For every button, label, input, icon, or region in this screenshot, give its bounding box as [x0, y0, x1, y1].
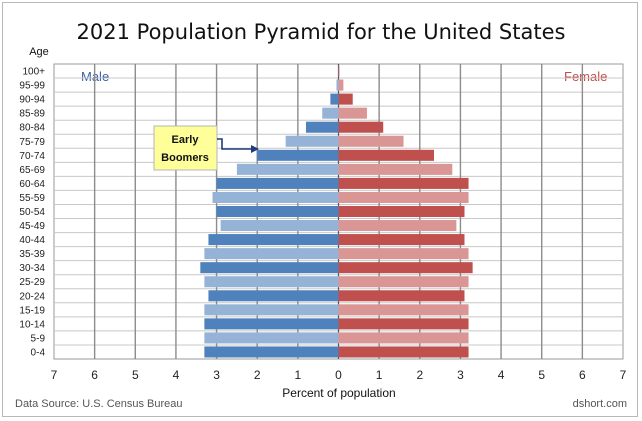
age-tick-label: 40-44 — [19, 235, 45, 246]
bar-female-25-29 — [338, 276, 469, 288]
bar-female-20-24 — [338, 290, 465, 302]
age-tick-label: 70-74 — [19, 151, 45, 162]
bar-male-90-94 — [330, 93, 339, 105]
bar-male-80-84 — [305, 121, 339, 133]
age-tick-label: 60-64 — [19, 179, 45, 190]
bar-female-85-89 — [338, 107, 367, 119]
age-tick-label: 30-34 — [19, 263, 45, 274]
age-tick-label: 0-4 — [31, 347, 46, 358]
age-tick-labels: 0-4 5-9 10-14 15-19 20-24 25-29 30-34 35-39 40-4… — [19, 67, 45, 359]
bar-male-25-29 — [204, 276, 339, 288]
data-source: Data Source: U.S. Census Bureau — [15, 398, 183, 410]
percent-tick-label: 6 — [91, 368, 98, 382]
callout-box — [153, 125, 218, 171]
callout-line-2: Boomers — [161, 152, 209, 164]
percent-tick-label: 3 — [213, 368, 220, 382]
bar-male-75-79 — [285, 135, 339, 147]
bar-male-20-24 — [208, 290, 339, 302]
bar-female-65-69 — [338, 163, 453, 175]
percent-tick-labels: 7 6 5 4 3 2 1 0 1 2 3 4 5 6 7 — [51, 368, 627, 382]
age-tick-label: 75-79 — [19, 137, 45, 148]
percent-tick-label: 1 — [376, 368, 383, 382]
population-pyramid-chart: 2021 Population Pyramid for the United S… — [15, 20, 627, 410]
bar-female-100+ — [338, 65, 340, 77]
percent-tick-label: 2 — [254, 368, 261, 382]
callout-arrow-head — [251, 145, 259, 153]
age-tick-label: 65-69 — [19, 165, 45, 176]
age-tick-label: 95-99 — [19, 81, 45, 92]
site-credit: dshort.com — [573, 398, 627, 410]
bar-female-50-54 — [338, 205, 465, 218]
bar-male-0-4 — [204, 346, 339, 358]
bar-female-70-74 — [338, 149, 435, 161]
age-tick-label: 55-59 — [19, 193, 45, 204]
bar-female-40-44 — [338, 234, 465, 246]
age-tick-label: 5-9 — [31, 333, 46, 344]
bar-female-45-49 — [338, 220, 457, 232]
callout-line-1: Early — [172, 134, 200, 146]
bar-female-90-94 — [338, 93, 353, 105]
y-axis-title: Age — [29, 46, 49, 58]
percent-tick-label: 1 — [295, 368, 302, 382]
bar-male-15-19 — [204, 304, 339, 316]
age-tick-label: 85-89 — [19, 109, 45, 120]
percent-tick-label: 4 — [498, 368, 505, 382]
age-tick-label: 90-94 — [19, 95, 45, 106]
age-tick-label: 25-29 — [19, 277, 45, 288]
percent-tick-label: 7 — [51, 368, 58, 382]
percent-tick-label: 5 — [132, 368, 139, 382]
age-tick-label: 45-49 — [19, 221, 45, 232]
bar-male-95-99 — [336, 79, 339, 91]
gridlines — [53, 63, 624, 360]
bar-male-60-64 — [216, 177, 339, 189]
chart-title: 2021 Population Pyramid for the United S… — [77, 20, 566, 44]
bar-male-50-54 — [216, 205, 339, 218]
bars — [200, 65, 473, 358]
female-series-label: Female — [564, 69, 607, 84]
bar-male-10-14 — [204, 318, 339, 330]
bar-male-55-59 — [212, 191, 339, 203]
age-tick-label: 50-54 — [19, 207, 45, 218]
bar-female-10-14 — [338, 318, 469, 330]
early-boomers-callout: Early Boomers — [153, 125, 259, 171]
age-tick-label: 35-39 — [19, 249, 45, 260]
bar-male-5-9 — [204, 332, 339, 344]
bar-female-30-34 — [338, 262, 473, 274]
bar-male-45-49 — [220, 220, 339, 232]
bar-female-75-79 — [338, 135, 404, 147]
bar-female-55-59 — [338, 191, 469, 203]
bar-female-80-84 — [338, 121, 384, 133]
bar-male-65-69 — [236, 163, 339, 175]
age-tick-label: 80-84 — [19, 123, 45, 134]
bar-female-0-4 — [338, 346, 469, 358]
bar-female-35-39 — [338, 248, 469, 260]
age-tick-label: 100+ — [22, 67, 45, 78]
bar-male-30-34 — [200, 262, 339, 274]
age-tick-label: 10-14 — [19, 319, 45, 330]
bar-female-5-9 — [338, 332, 469, 344]
x-axis-title: Percent of population — [282, 386, 395, 400]
percent-tick-label: 5 — [538, 368, 545, 382]
bar-female-60-64 — [338, 177, 469, 189]
bar-female-15-19 — [338, 304, 469, 316]
age-tick-label: 15-19 — [19, 305, 45, 316]
bar-female-95-99 — [338, 79, 344, 91]
percent-tick-label: 7 — [620, 368, 627, 382]
percent-tick-label: 0 — [335, 368, 342, 382]
chart-frame: 2021 Population Pyramid for the United S… — [2, 2, 638, 417]
percent-tick-label: 6 — [579, 368, 586, 382]
bar-male-35-39 — [204, 248, 339, 260]
age-tick-label: 20-24 — [19, 291, 45, 302]
percent-tick-label: 3 — [457, 368, 464, 382]
callout-arrow-line — [217, 138, 256, 150]
percent-tick-label: 4 — [173, 368, 180, 382]
percent-tick-label: 2 — [416, 368, 423, 382]
bar-male-70-74 — [257, 149, 339, 161]
bar-male-85-89 — [322, 107, 339, 119]
bar-male-40-44 — [208, 234, 339, 246]
